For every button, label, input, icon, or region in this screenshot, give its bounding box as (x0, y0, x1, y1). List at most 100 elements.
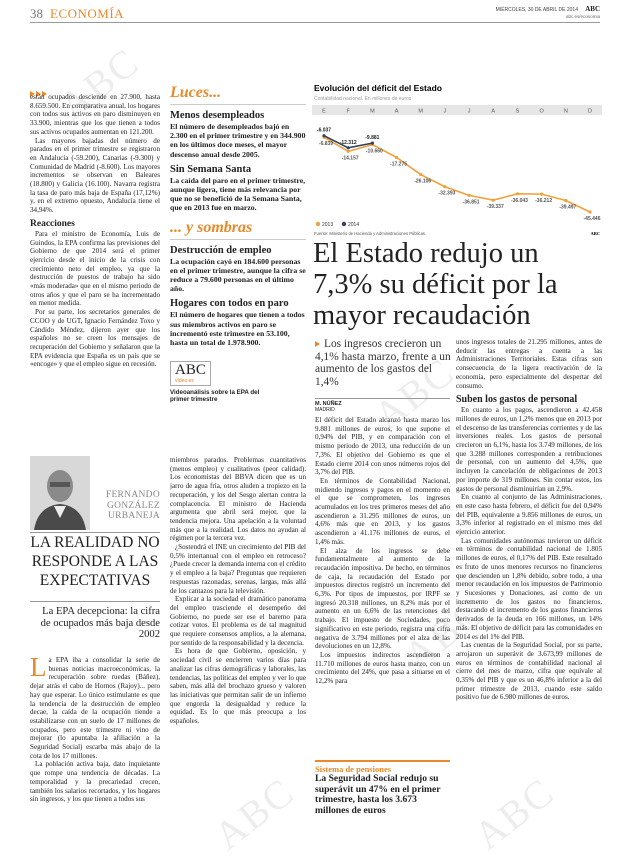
pension-box: Sistema de pensiones La Seguridad Social… (315, 760, 450, 826)
point (564, 198, 568, 203)
opinion-headline: LA REALIDAD NO RESPONDE A LAS EXPECTATIV… (30, 532, 160, 602)
opinion-deck: La EPA decepciona: la cifra de ocupados … (40, 606, 160, 640)
text: están ocupados desciende en 27.900, hast… (30, 93, 160, 136)
point (419, 172, 423, 177)
text: En cuanto a los pagos, ascendieron a 42.… (456, 406, 602, 493)
deck: Los ingresos crecieron un 4,1% hasta mar… (315, 338, 453, 394)
item-heading: Menos desempleados (170, 110, 265, 121)
x-tick-label: N (564, 109, 568, 115)
text: Las cuentas de la Seguridad Social, por … (456, 641, 602, 702)
text: Por su parte, los secretarios generales … (30, 308, 160, 369)
point (370, 141, 374, 145)
value-label: -10.660 (366, 149, 383, 155)
text: El alza de los ingresos se debe fundamen… (315, 546, 450, 651)
value-label: -26.106 (414, 179, 431, 185)
text: Explicar a la sociedad el dramático pano… (170, 595, 306, 647)
value-label: -39.337 (487, 204, 504, 210)
source: Fuente: Ministerio de Hacienda y Adminis… (314, 231, 425, 236)
text: ¿Sostendrá el INE un crecimiento del PIB… (170, 543, 306, 595)
x-tick-label: J (444, 109, 447, 115)
point (443, 185, 447, 189)
point (540, 192, 544, 196)
video-caption: Videoanálisis sobre la EPA del primer tr… (170, 389, 260, 404)
opinion-col-1: La EPA iba a consolidar la serie de buen… (30, 656, 160, 846)
deck-text: Los ingresos crecieron un 4,1% hasta mar… (315, 338, 451, 388)
point (346, 149, 350, 154)
opinion-col-2: miembros parados. Problemas cuantitativo… (170, 456, 306, 846)
chart-brand: ABC (590, 231, 600, 236)
value-label: -32.393 (438, 191, 455, 197)
video-logo-sub: vídeo.es (175, 378, 194, 385)
legend-swatch (341, 221, 347, 227)
arrows (30, 84, 160, 97)
section: ECONOMÍA (50, 6, 125, 21)
sidebar-title: ... y sombras (170, 219, 306, 240)
legend-label: 2014 (348, 222, 359, 228)
value-label: -36.043 (511, 198, 528, 204)
text: Los impuestos indirectos ascendieron a 1… (315, 650, 450, 686)
header: 38 ECONOMÍA MIÉRCOLES, 30 DE ABRIL DE 20… (30, 4, 600, 23)
video-logo-box: ABC vídeo.es (170, 361, 211, 387)
text: miembros parados. Problemas cuantitativo… (170, 456, 306, 543)
item-text: La ocupación cayó en 184.600 personas en… (170, 256, 306, 294)
value-label: -17.275 (390, 161, 407, 167)
chart-subtitle: Contabilidad nacional. En millones de eu… (314, 96, 412, 102)
headline: El Estado redujo un 7,3% su déficit por … (313, 238, 558, 331)
box-headline: La Seguridad Social redujo su superávit … (315, 773, 441, 816)
x-tick-label: A (395, 109, 399, 115)
subhead: Reacciones (30, 218, 75, 229)
item-text: La caída del paro en el primer trimestre… (170, 175, 306, 213)
article-col-a: El déficit del Estado alcanzó hasta marz… (315, 416, 450, 756)
point (588, 210, 592, 214)
point (515, 192, 520, 196)
text: unos ingresos totales de 21.295 millones… (456, 338, 602, 390)
x-tick-label: O (539, 109, 544, 115)
sidebar: Luces... Menos desempleados El número de… (170, 84, 306, 444)
value-label: -6.839 (319, 141, 333, 147)
x-tick-label: F (346, 109, 350, 115)
point (394, 155, 399, 160)
point (491, 198, 495, 202)
legend-label: 2013 (322, 222, 333, 228)
point (346, 146, 350, 150)
x-tick-label: D (588, 109, 592, 115)
sidebar-title: Luces... (170, 84, 306, 105)
byline: M. NÚÑEZ MADRID (315, 398, 450, 415)
text: Las comunidades autónomas tuvieron un dé… (456, 536, 602, 641)
legend-swatch (315, 221, 321, 227)
text: En términos de Contabilidad Nacional, mi… (315, 476, 450, 546)
url: abc.es/economia (565, 14, 600, 19)
point (322, 134, 326, 138)
text: Es hora de que Gobierno, oposición, y so… (170, 647, 306, 726)
article-col-b: unos ingresos totales de 21.295 millones… (456, 338, 602, 846)
value-label: -36.851 (463, 199, 480, 205)
location: MADRID (315, 407, 335, 413)
value-label: -6.037 (317, 128, 331, 134)
author-photo (30, 456, 90, 530)
item-text: El número de hogares que tienen a todos … (170, 310, 305, 348)
brand: ABC (585, 5, 600, 13)
subhead: Suben los gastos de personal (456, 394, 578, 406)
chart: Evolución del déficit del Estado Contabi… (312, 84, 602, 236)
text: La población activa baja, dato inquietan… (30, 760, 160, 804)
value-label: -45.446 (584, 216, 601, 222)
x-tick-label: M (418, 109, 423, 115)
x-tick-label: A (491, 109, 495, 115)
date: MIÉRCOLES, 30 DE ABRIL DE 2014 (495, 7, 578, 13)
item-heading: Sin Semana Santa (170, 163, 252, 175)
text: En cuanto al conjunto de las Administrac… (456, 493, 602, 537)
chart-title: Evolución del déficit del Estado (314, 84, 442, 93)
point (467, 193, 471, 197)
value-label: -9.881 (365, 135, 379, 141)
value-label: -12.312 (340, 140, 357, 146)
text: La EPA iba a consolidar la serie de buen… (30, 656, 160, 760)
value-label: -14.157 (342, 155, 359, 161)
item-heading: Destrucción de empleo (170, 244, 272, 256)
x-tick-label: M (370, 109, 375, 115)
item-heading: Hogares con todos en paro (170, 298, 289, 310)
line (323, 136, 591, 213)
lead-article: están ocupados desciende en 27.900, hast… (30, 84, 160, 444)
x-tick-label: J (468, 109, 471, 115)
text: Las mayores bajadas del número de parado… (30, 136, 160, 215)
